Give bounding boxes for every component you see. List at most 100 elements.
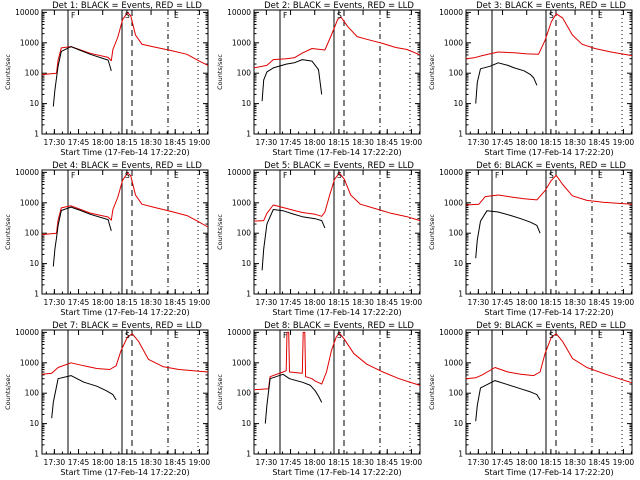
x-tick-label: 18:15 bbox=[328, 138, 350, 147]
panel-title: Det 8: BLACK = Events, RED = LLD bbox=[264, 321, 414, 331]
x-tick-label: 17:30 bbox=[44, 298, 66, 307]
lld-series-line bbox=[41, 12, 209, 76]
y-tick-label: 1 bbox=[246, 130, 251, 139]
plot-frame bbox=[253, 169, 421, 295]
y-tick-label: 100 bbox=[449, 69, 464, 78]
y-tick-label: 1000 bbox=[20, 198, 39, 207]
marker-label-f: F bbox=[283, 11, 287, 20]
x-tick-label: 18:45 bbox=[376, 458, 398, 467]
x-axis-label: Start Time (17-Feb-14 17:22:20) bbox=[484, 308, 613, 317]
x-tick-label: 18:00 bbox=[304, 298, 326, 307]
x-tick-label: 18:30 bbox=[352, 458, 374, 467]
x-tick-label: 18:15 bbox=[540, 298, 562, 307]
x-tick-label: 18:15 bbox=[328, 458, 350, 467]
y-tick-label: 1000 bbox=[20, 38, 39, 47]
panel-title: Det 3: BLACK = Events, RED = LLD bbox=[476, 1, 626, 11]
y-tick-label: 10000 bbox=[227, 328, 251, 337]
x-tick-label: 19:00 bbox=[189, 458, 211, 467]
y-tick-label: 1000 bbox=[232, 198, 251, 207]
y-tick-label: 1 bbox=[458, 130, 463, 139]
y-tick-label: 100 bbox=[237, 69, 252, 78]
x-tick-label: 18:00 bbox=[304, 458, 326, 467]
y-tick-label: 1000 bbox=[232, 358, 251, 367]
x-tick-label: 17:30 bbox=[256, 298, 278, 307]
y-tick-label: 10 bbox=[29, 419, 39, 428]
x-tick-label: 17:45 bbox=[68, 138, 90, 147]
panel-title: Det 9: BLACK = Events, RED = LLD bbox=[476, 321, 626, 331]
marker-label-f: F bbox=[495, 171, 499, 180]
y-tick-label: 1 bbox=[34, 130, 39, 139]
plot-frame bbox=[465, 329, 633, 455]
y-tick-label: 10 bbox=[29, 99, 39, 108]
marker-label-e: E bbox=[174, 331, 179, 340]
y-tick-label: 10000 bbox=[227, 168, 251, 177]
y-tick-label: 10000 bbox=[15, 328, 39, 337]
y-tick-label: 10 bbox=[453, 259, 463, 268]
lld-series-line bbox=[253, 16, 421, 69]
x-axis-label: Start Time (17-Feb-14 17:22:20) bbox=[272, 308, 401, 317]
marker-label-s: S bbox=[549, 171, 554, 180]
panel-title: Det 7: BLACK = Events, RED = LLD bbox=[52, 321, 202, 331]
panel-title: Det 4: BLACK = Events, RED = LLD bbox=[52, 161, 202, 171]
marker-label-e: E bbox=[598, 171, 603, 180]
y-tick-label: 1000 bbox=[444, 38, 463, 47]
x-tick-label: 17:30 bbox=[256, 138, 278, 147]
x-tick-label: 17:45 bbox=[68, 458, 90, 467]
marker-label-e: E bbox=[174, 11, 179, 20]
y-tick-label: 10000 bbox=[15, 168, 39, 177]
x-tick-label: 18:15 bbox=[116, 298, 138, 307]
x-tick-label: 18:45 bbox=[376, 298, 398, 307]
x-tick-label: 18:45 bbox=[588, 458, 610, 467]
y-axis-label: Counts/sec bbox=[216, 374, 224, 410]
marker-label-e: E bbox=[386, 331, 391, 340]
lld-series-line bbox=[253, 331, 421, 391]
x-tick-label: 18:30 bbox=[140, 138, 162, 147]
panel-title: Det 1: BLACK = Events, RED = LLD bbox=[52, 1, 202, 11]
marker-label-e: E bbox=[386, 11, 391, 20]
marker-label-f: F bbox=[283, 171, 287, 180]
x-tick-label: 17:45 bbox=[280, 298, 302, 307]
marker-label-f: F bbox=[71, 11, 75, 20]
marker-label-s: S bbox=[549, 11, 554, 20]
y-tick-label: 10 bbox=[29, 259, 39, 268]
x-axis-label: Start Time (17-Feb-14 17:22:20) bbox=[272, 148, 401, 157]
y-tick-label: 1 bbox=[458, 450, 463, 459]
lld-series-line bbox=[41, 172, 209, 236]
x-tick-label: 18:15 bbox=[540, 458, 562, 467]
x-tick-label: 18:30 bbox=[140, 298, 162, 307]
plot-frame bbox=[253, 329, 421, 455]
x-tick-label: 18:45 bbox=[376, 138, 398, 147]
x-tick-label: 17:30 bbox=[468, 298, 490, 307]
x-tick-label: 18:00 bbox=[516, 458, 538, 467]
x-tick-label: 19:00 bbox=[401, 458, 423, 467]
x-axis-label: Start Time (17-Feb-14 17:22:20) bbox=[484, 148, 613, 157]
detector-panel-3: 1 10 100 1000 10000 17:30 17:45 18:00 18:15 18:30… bbox=[428, 1, 634, 157]
panel-title: Det 2: BLACK = Events, RED = LLD bbox=[264, 1, 414, 11]
y-tick-label: 100 bbox=[25, 229, 40, 238]
y-tick-label: 1000 bbox=[232, 38, 251, 47]
x-tick-label: 18:45 bbox=[588, 298, 610, 307]
x-tick-label: 18:15 bbox=[116, 138, 138, 147]
x-tick-label: 17:45 bbox=[492, 298, 514, 307]
x-tick-label: 19:00 bbox=[189, 138, 211, 147]
x-tick-label: 17:30 bbox=[468, 138, 490, 147]
y-tick-label: 100 bbox=[449, 229, 464, 238]
x-tick-label: 18:45 bbox=[164, 298, 186, 307]
y-axis-label: Counts/sec bbox=[216, 214, 224, 250]
detector-panel-7: 1 10 100 1000 10000 17:30 17:45 18:00 18:15 18:30… bbox=[4, 321, 210, 477]
y-tick-label: 1000 bbox=[20, 358, 39, 367]
x-tick-label: 17:45 bbox=[280, 138, 302, 147]
y-tick-label: 100 bbox=[237, 229, 252, 238]
marker-label-s: S bbox=[125, 11, 130, 20]
marker-label-s: S bbox=[337, 11, 342, 20]
y-tick-label: 100 bbox=[237, 389, 252, 398]
y-tick-label: 10000 bbox=[15, 8, 39, 17]
marker-label-s: S bbox=[549, 331, 554, 340]
lld-series-line bbox=[465, 333, 633, 384]
y-tick-label: 10 bbox=[241, 99, 251, 108]
x-tick-label: 18:00 bbox=[92, 458, 114, 467]
x-tick-label: 19:00 bbox=[401, 298, 423, 307]
x-tick-label: 18:15 bbox=[328, 298, 350, 307]
y-tick-label: 1 bbox=[458, 290, 463, 299]
marker-label-f: F bbox=[283, 331, 287, 340]
